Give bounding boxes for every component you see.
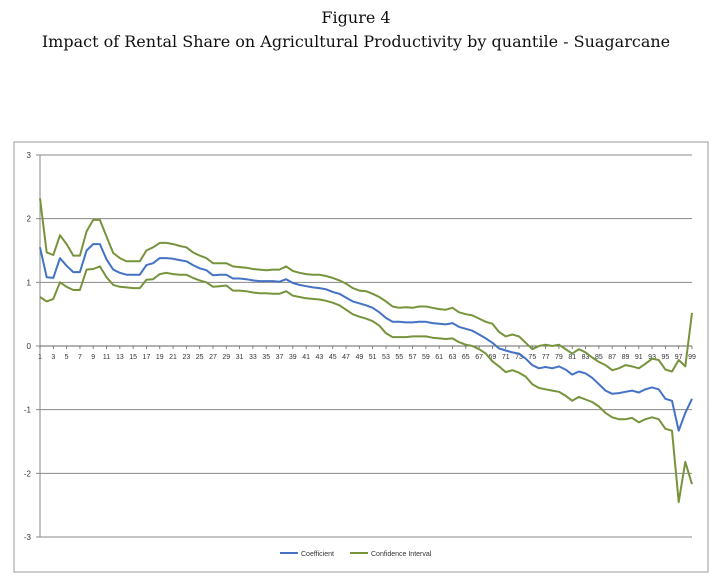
x-tick-label: 71	[502, 354, 510, 361]
x-tick-label: 73	[515, 354, 523, 361]
x-tick-label: 35	[262, 354, 270, 361]
x-tick-label: 27	[209, 354, 217, 361]
x-tick-label: 97	[675, 354, 683, 361]
x-tick-label: 3	[51, 354, 55, 361]
x-tick-label: 25	[196, 354, 204, 361]
legend-item: Confidence Interval	[350, 551, 432, 558]
y-tick-label: -2	[24, 469, 32, 478]
x-tick-label: 41	[302, 354, 310, 361]
x-tick-label: 87	[608, 354, 616, 361]
x-tick-label: 5	[65, 354, 69, 361]
y-tick-label: 1	[27, 278, 32, 287]
x-tick-label: 59	[422, 354, 430, 361]
x-tick-label: 75	[528, 354, 536, 361]
chart-frame	[13, 141, 709, 573]
x-tick-label: 19	[156, 354, 164, 361]
x-tick-label: 1	[38, 354, 42, 361]
x-tick-label: 45	[329, 354, 337, 361]
x-tick-label: 57	[409, 354, 417, 361]
chart-title: Impact of Rental Share on Agricultural P…	[41, 32, 671, 51]
x-tick-label: 15	[129, 354, 137, 361]
x-tick-label: 93	[648, 354, 656, 361]
x-tick-label: 31	[236, 354, 244, 361]
x-tick-label: 77	[542, 354, 550, 361]
x-tick-label: 49	[355, 354, 363, 361]
x-tick-label: 89	[622, 354, 630, 361]
x-tick-label: 95	[661, 354, 669, 361]
x-tick-label: 7	[78, 354, 82, 361]
y-tick-label: -3	[24, 533, 32, 542]
figure-label: Figure 4	[321, 8, 391, 27]
x-tick-label: 53	[382, 354, 390, 361]
x-tick-label: 69	[489, 354, 497, 361]
confidence-lower-line	[39, 265, 693, 503]
x-tick-label: 55	[395, 354, 403, 361]
x-tick-label: 79	[555, 354, 563, 361]
x-tick-label: 9	[91, 354, 95, 361]
x-tick-label: 65	[462, 354, 470, 361]
x-tick-label: 39	[289, 354, 297, 361]
x-tick-label: 91	[635, 354, 643, 361]
x-tick-label: 85	[595, 354, 603, 361]
x-tick-label: 29	[222, 354, 230, 361]
coefficient-line	[39, 243, 693, 432]
legend-label: Coefficient	[301, 551, 334, 558]
x-tick-label: 47	[342, 354, 350, 361]
x-tick-label: 13	[116, 354, 124, 361]
y-tick-label: -1	[24, 406, 32, 415]
x-tick-label: 37	[276, 354, 284, 361]
x-tick-label: 61	[435, 354, 443, 361]
x-tick-label: 11	[103, 354, 110, 361]
x-tick-label: 99	[688, 354, 696, 361]
confidence-upper-line	[39, 198, 693, 373]
y-tick-label: 0	[27, 342, 32, 351]
x-tick-label: 21	[169, 354, 177, 361]
x-tick-label: 67	[475, 354, 483, 361]
x-tick-label: 17	[143, 354, 151, 361]
x-tick-label: 83	[582, 354, 590, 361]
x-tick-label: 63	[449, 354, 457, 361]
x-tick-label: 51	[369, 354, 377, 361]
x-tick-label: 23	[182, 354, 190, 361]
legend-item: Coefficient	[280, 551, 334, 558]
x-tick-label: 43	[316, 354, 324, 361]
y-tick-label: 3	[27, 151, 32, 160]
legend-label: Confidence Interval	[371, 551, 432, 558]
x-tick-label: 33	[249, 354, 257, 361]
y-tick-label: 2	[27, 215, 32, 224]
x-tick-label: 81	[568, 354, 576, 361]
